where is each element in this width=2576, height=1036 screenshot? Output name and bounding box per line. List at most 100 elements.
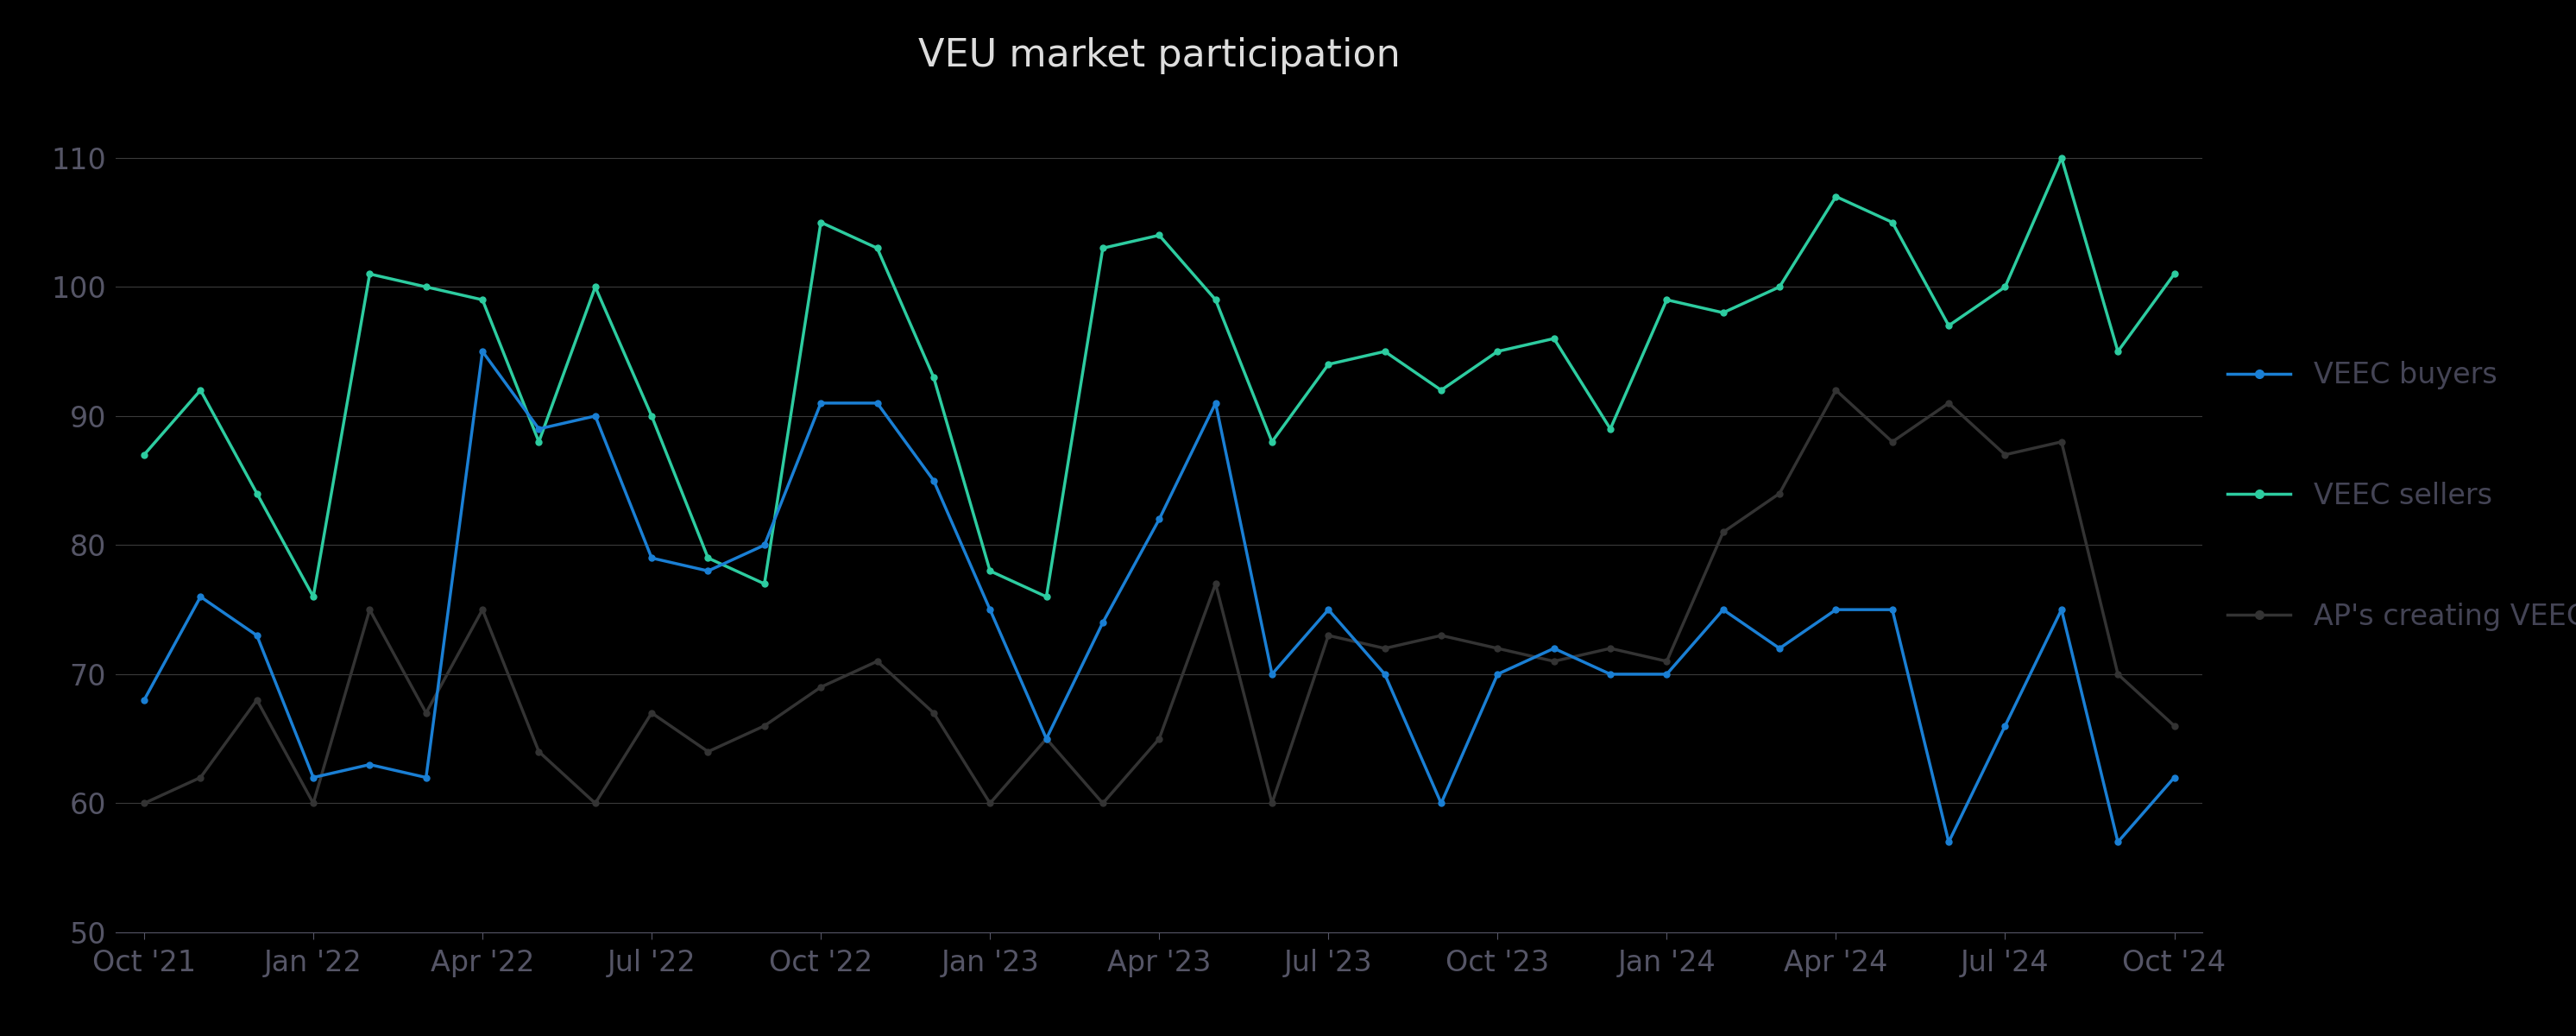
VEEC sellers xyxy=(1087,242,1118,255)
VEEC buyers xyxy=(1708,603,1739,615)
VEEC buyers xyxy=(129,694,160,707)
VEEC sellers xyxy=(1425,384,1455,397)
VEEC buyers xyxy=(410,771,440,783)
AP's creating VEECs xyxy=(1200,578,1231,591)
VEEC sellers xyxy=(1257,435,1288,448)
AP's creating VEECs xyxy=(1651,655,1682,667)
Line: VEEC buyers: VEEC buyers xyxy=(142,348,2177,845)
VEEC buyers xyxy=(2159,771,2190,783)
AP's creating VEECs xyxy=(1595,642,1625,655)
VEEC buyers xyxy=(1425,797,1455,809)
AP's creating VEECs xyxy=(1708,526,1739,539)
VEEC sellers xyxy=(1314,358,1345,371)
VEEC sellers xyxy=(466,293,497,306)
VEEC buyers xyxy=(466,345,497,357)
VEEC buyers xyxy=(1989,720,2020,732)
AP's creating VEECs xyxy=(1370,642,1401,655)
Legend: VEEC buyers, VEEC sellers, AP's creating VEECs: VEEC buyers, VEEC sellers, AP's creating… xyxy=(2228,362,2576,631)
AP's creating VEECs xyxy=(580,797,611,809)
AP's creating VEECs xyxy=(1087,797,1118,809)
AP's creating VEECs xyxy=(974,797,1005,809)
AP's creating VEECs xyxy=(466,603,497,615)
Line: VEEC sellers: VEEC sellers xyxy=(142,154,2177,600)
VEEC buyers xyxy=(299,771,330,783)
VEEC sellers xyxy=(410,281,440,293)
VEEC buyers xyxy=(1538,642,1569,655)
VEEC sellers xyxy=(355,267,386,280)
AP's creating VEECs xyxy=(1030,732,1061,745)
AP's creating VEECs xyxy=(129,797,160,809)
VEEC sellers xyxy=(129,449,160,461)
VEEC buyers xyxy=(2045,603,2076,615)
VEEC buyers xyxy=(806,397,837,409)
VEEC buyers xyxy=(917,474,948,487)
VEEC sellers xyxy=(1595,423,1625,435)
VEEC buyers xyxy=(863,397,894,409)
VEEC sellers xyxy=(580,281,611,293)
VEEC sellers xyxy=(1989,281,2020,293)
VEEC buyers xyxy=(750,539,781,551)
VEEC buyers xyxy=(1765,642,1795,655)
AP's creating VEECs xyxy=(1765,487,1795,499)
AP's creating VEECs xyxy=(1314,629,1345,641)
VEEC buyers xyxy=(1200,397,1231,409)
AP's creating VEECs xyxy=(523,746,554,758)
AP's creating VEECs xyxy=(636,707,667,719)
VEEC sellers xyxy=(750,578,781,591)
AP's creating VEECs xyxy=(242,694,273,707)
VEEC sellers xyxy=(1030,591,1061,603)
VEEC sellers xyxy=(1821,191,1852,203)
AP's creating VEECs xyxy=(693,746,724,758)
VEEC sellers xyxy=(185,384,216,397)
AP's creating VEECs xyxy=(2102,668,2133,681)
VEEC buyers xyxy=(355,758,386,771)
VEEC sellers xyxy=(917,371,948,383)
AP's creating VEECs xyxy=(863,655,894,667)
VEEC sellers xyxy=(2159,267,2190,280)
VEEC sellers xyxy=(1538,333,1569,345)
VEEC buyers xyxy=(1651,668,1682,681)
VEEC buyers xyxy=(693,565,724,577)
VEEC sellers xyxy=(299,591,330,603)
VEEC buyers xyxy=(523,423,554,435)
VEEC sellers xyxy=(1370,345,1401,357)
VEEC buyers xyxy=(1314,603,1345,615)
VEEC sellers xyxy=(1144,229,1175,241)
AP's creating VEECs xyxy=(1878,435,1909,448)
AP's creating VEECs xyxy=(1538,655,1569,667)
VEEC sellers xyxy=(806,217,837,229)
AP's creating VEECs xyxy=(1144,732,1175,745)
VEEC buyers xyxy=(1087,616,1118,629)
VEEC buyers xyxy=(1932,836,1963,848)
VEEC sellers xyxy=(1878,217,1909,229)
VEEC buyers xyxy=(242,629,273,641)
VEEC sellers xyxy=(1932,319,1963,332)
AP's creating VEECs xyxy=(1481,642,1512,655)
AP's creating VEECs xyxy=(2159,720,2190,732)
AP's creating VEECs xyxy=(355,603,386,615)
VEEC sellers xyxy=(636,410,667,423)
AP's creating VEECs xyxy=(806,681,837,693)
VEEC buyers xyxy=(1878,603,1909,615)
VEEC sellers xyxy=(2102,345,2133,357)
VEEC buyers xyxy=(974,603,1005,615)
AP's creating VEECs xyxy=(299,797,330,809)
VEEC buyers xyxy=(1821,603,1852,615)
VEEC buyers xyxy=(636,552,667,565)
VEEC sellers xyxy=(1200,293,1231,306)
AP's creating VEECs xyxy=(750,720,781,732)
Title: VEU market participation: VEU market participation xyxy=(917,37,1401,75)
AP's creating VEECs xyxy=(1989,449,2020,461)
VEEC buyers xyxy=(1481,668,1512,681)
AP's creating VEECs xyxy=(917,707,948,719)
VEEC buyers xyxy=(2102,836,2133,848)
VEEC buyers xyxy=(1144,513,1175,525)
VEEC sellers xyxy=(242,487,273,499)
Line: AP's creating VEECs: AP's creating VEECs xyxy=(142,387,2177,806)
VEEC sellers xyxy=(1651,293,1682,306)
AP's creating VEECs xyxy=(1821,384,1852,397)
AP's creating VEECs xyxy=(2045,435,2076,448)
AP's creating VEECs xyxy=(1257,797,1288,809)
AP's creating VEECs xyxy=(1932,397,1963,409)
VEEC buyers xyxy=(185,591,216,603)
